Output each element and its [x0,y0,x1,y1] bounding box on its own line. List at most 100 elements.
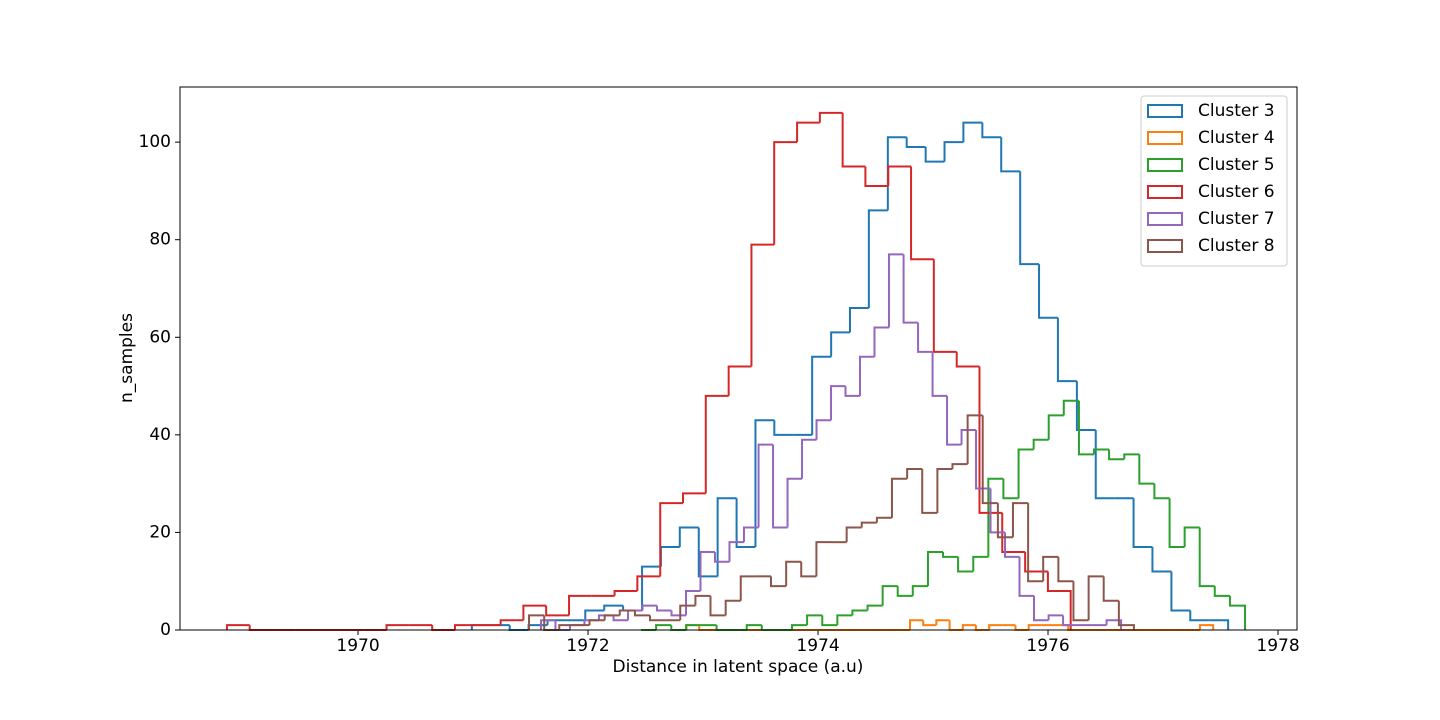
x-tick-label: 1970 [336,636,379,656]
histogram-step [735,498,756,549]
histogram-step [791,624,808,630]
histogram-step [935,619,950,626]
y-tick-label: 80 [149,230,171,250]
histogram-step [841,112,866,168]
y-tick-label: 0 [160,620,171,640]
histogram-step [972,555,989,572]
histogram-step [961,624,976,630]
x-tick-label: 1978 [1256,636,1299,656]
histogram-step [860,521,877,528]
histogram-step [1019,171,1040,266]
legend-label: Cluster 4 [1198,128,1275,148]
histogram-step [844,386,860,397]
histogram-step [453,624,478,630]
histogram-step [955,351,980,368]
histogram-step [618,609,635,616]
histogram-step [528,614,545,630]
histogram-step [988,624,1003,630]
histogram-step [1093,448,1110,455]
histogram-step [875,516,892,523]
histogram-step [815,541,832,577]
histogram-step [769,576,787,588]
histogram-step [905,137,926,149]
histogram-step [800,561,817,578]
histogram-step [225,624,250,630]
histogram-step [656,605,672,612]
histogram-step [960,428,977,445]
histogram-step [1002,478,1019,500]
histogram-step [917,322,933,353]
histogram-step [924,147,945,163]
histogram-step [1027,624,1042,630]
histogram-step [943,141,964,162]
legend-swatch [1147,158,1183,172]
histogram-step [1027,503,1044,583]
histogram-step [811,355,832,435]
histogram-step [1056,317,1077,383]
histogram-step [851,609,868,616]
histogram-step [887,165,912,187]
legend-label: Cluster 8 [1198,236,1275,256]
histogram-step [699,550,715,591]
histogram-step [773,420,794,436]
histogram-step [906,468,923,479]
histogram-step [694,594,711,606]
histogram-step [801,438,817,479]
histogram-step [613,589,638,596]
legend-frame [1140,95,1288,267]
histogram-step [1018,556,1034,597]
histogram-step [845,526,862,543]
histogram-step [936,468,953,513]
histogram-step [1032,438,1049,450]
histogram-step [848,307,869,333]
histogram-step [772,444,788,529]
histogram-step [724,599,741,616]
histogram-step [685,589,701,616]
histogram-step [942,551,959,558]
histogram-step [1042,555,1059,582]
y-tick-label: 40 [149,425,171,445]
histogram-step [1057,556,1074,583]
histogram-step [1046,571,1072,630]
histogram-step [659,502,684,577]
histogram-step [909,619,924,630]
histogram-step [1132,498,1153,549]
histogram-step [987,477,1004,557]
histogram-step [678,526,699,548]
histogram-step [385,624,410,630]
histogram-step [641,604,658,611]
histogram-step [754,419,775,548]
histogram-step [612,615,629,622]
histogram-step [682,492,706,504]
histogram-step [1062,399,1079,416]
histogram-step [641,565,661,611]
histogram-step [697,527,718,578]
histogram-step [896,586,913,597]
histogram-step [911,585,928,596]
legend-swatch [1147,131,1183,145]
histogram-step [890,477,908,518]
histogram-step [830,331,850,357]
histogram-step [728,541,744,562]
x-tick-label: 1974 [796,636,839,656]
histogram-step [1062,615,1078,627]
histogram-step [858,355,875,396]
histogram-step [1117,600,1135,630]
y-tick-label: 60 [149,327,171,347]
histogram-step [926,550,944,587]
histogram-step [1047,414,1064,440]
histogram-step [932,259,957,353]
histogram-step [750,243,775,367]
y-tick-label: 100 [139,132,171,152]
histogram-step [951,463,968,470]
histogram-step [957,556,974,573]
histogram-step [1077,400,1095,456]
histogram-step [836,614,853,626]
histogram-step [975,429,991,490]
histogram-step [558,624,575,630]
x-axis-label: Distance in latent space (a.u) [613,657,864,677]
histogram-step [633,610,651,617]
histogram-step [866,604,883,611]
histogram-step [1011,502,1029,538]
